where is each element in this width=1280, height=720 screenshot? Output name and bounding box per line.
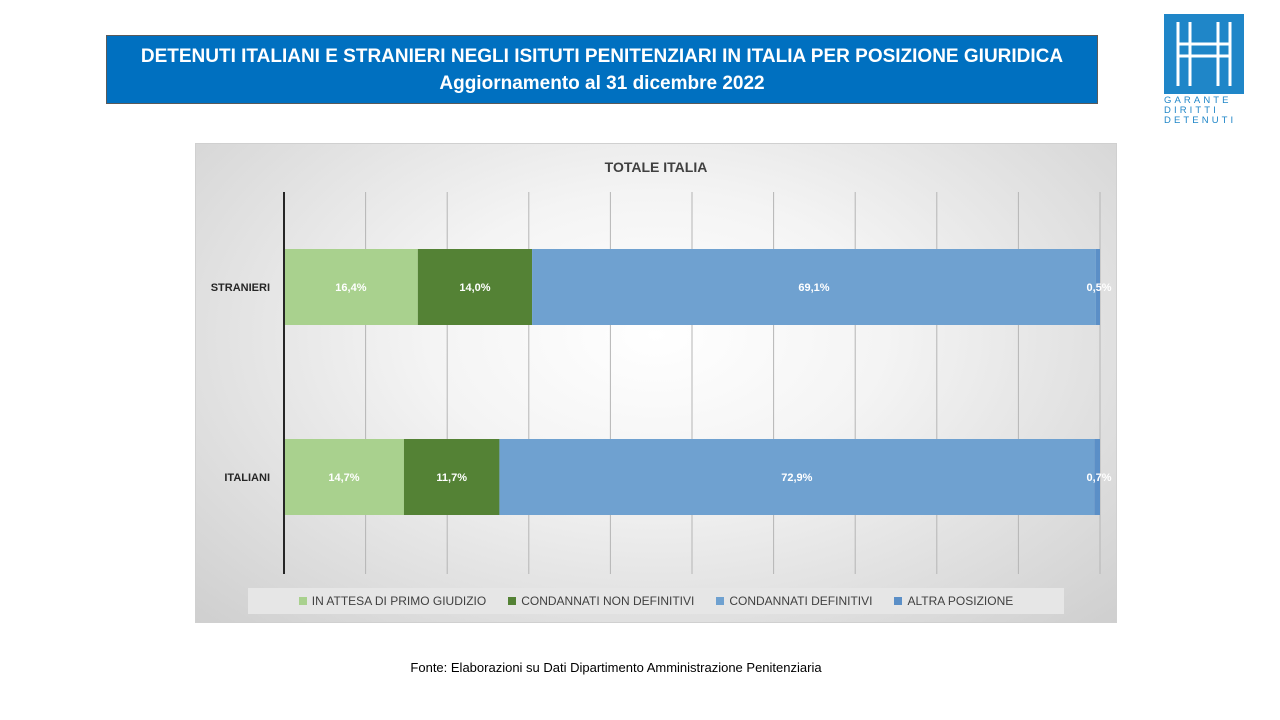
page-subtitle: Aggiornamento al 31 dicembre 2022 — [439, 72, 765, 94]
bar-chart: TOTALE ITALIA 16,4% 14,0% 69,1% 0,5% STRANIER… — [211, 159, 1112, 574]
data-label: 14,0% — [459, 282, 490, 294]
page-title: DETENUTI ITALIANI E STRANIERI NEGLI ISIT… — [140, 45, 1064, 67]
chart-title: TOTALE ITALIA — [605, 159, 708, 175]
legend-swatch — [894, 597, 903, 605]
logo-text: GARANTE DIRITTI DETENUTI — [1164, 96, 1248, 126]
data-label: 72,9% — [781, 472, 812, 484]
data-label: 69,1% — [798, 282, 829, 294]
legend-item: ALTRA POSIZIONE — [894, 594, 1013, 608]
bar-segment — [499, 439, 1095, 515]
category-label: ITALIANI — [224, 472, 270, 484]
data-label: 11,7% — [436, 472, 467, 484]
logo-text-line: GARANTE — [1164, 95, 1232, 106]
legend-label: ALTRA POSIZIONE — [907, 594, 1014, 608]
legend-swatch — [716, 597, 725, 605]
bar-segment — [403, 439, 500, 515]
data-label: 14,7% — [328, 472, 359, 484]
legend-swatch — [298, 597, 307, 605]
bar-segment — [284, 439, 404, 515]
legend-item: IN ATTESA DI PRIMO GIUDIZIO — [298, 594, 487, 608]
bar-segment — [417, 249, 533, 325]
source-note: Fonte: Elaborazioni su Dati Dipartimento… — [410, 660, 822, 675]
category-label: STRANIERI — [211, 282, 270, 294]
data-label: 0,7% — [1086, 472, 1111, 484]
legend-item: CONDANNATI NON DEFINITIVI — [508, 594, 694, 608]
logo-mark-icon — [1164, 14, 1244, 94]
legend-label: IN ATTESA DI PRIMO GIUDIZIO — [311, 594, 487, 608]
bar-segment — [284, 249, 418, 325]
data-label: 0,5% — [1086, 282, 1111, 294]
garante-logo: GARANTE DIRITTI DETENUTI — [1160, 12, 1248, 130]
legend-label: CONDANNATI NON DEFINITIVI — [521, 594, 695, 608]
data-label: 16,4% — [335, 282, 366, 294]
title-banner: DETENUTI ITALIANI E STRANIERI NEGLI ISIT… — [106, 35, 1098, 104]
logo-text-line: DETENUTI — [1164, 115, 1237, 126]
bar-segment — [1095, 249, 1100, 325]
bar-segment — [532, 249, 1096, 325]
legend-label: CONDANNATI DEFINITIVI — [729, 594, 873, 608]
bar-segment — [1094, 439, 1100, 515]
chart-area: TOTALE ITALIA 16,4% 14,0% 69,1% 0,5% STRANIER… — [195, 143, 1117, 623]
logo-text-line: DIRITTI — [1164, 105, 1219, 116]
chart-legend: IN ATTESA DI PRIMO GIUDIZIO CONDANNATI NO… — [248, 588, 1064, 614]
legend-item: CONDANNATI DEFINITIVI — [716, 594, 872, 608]
legend-swatch — [508, 597, 517, 605]
